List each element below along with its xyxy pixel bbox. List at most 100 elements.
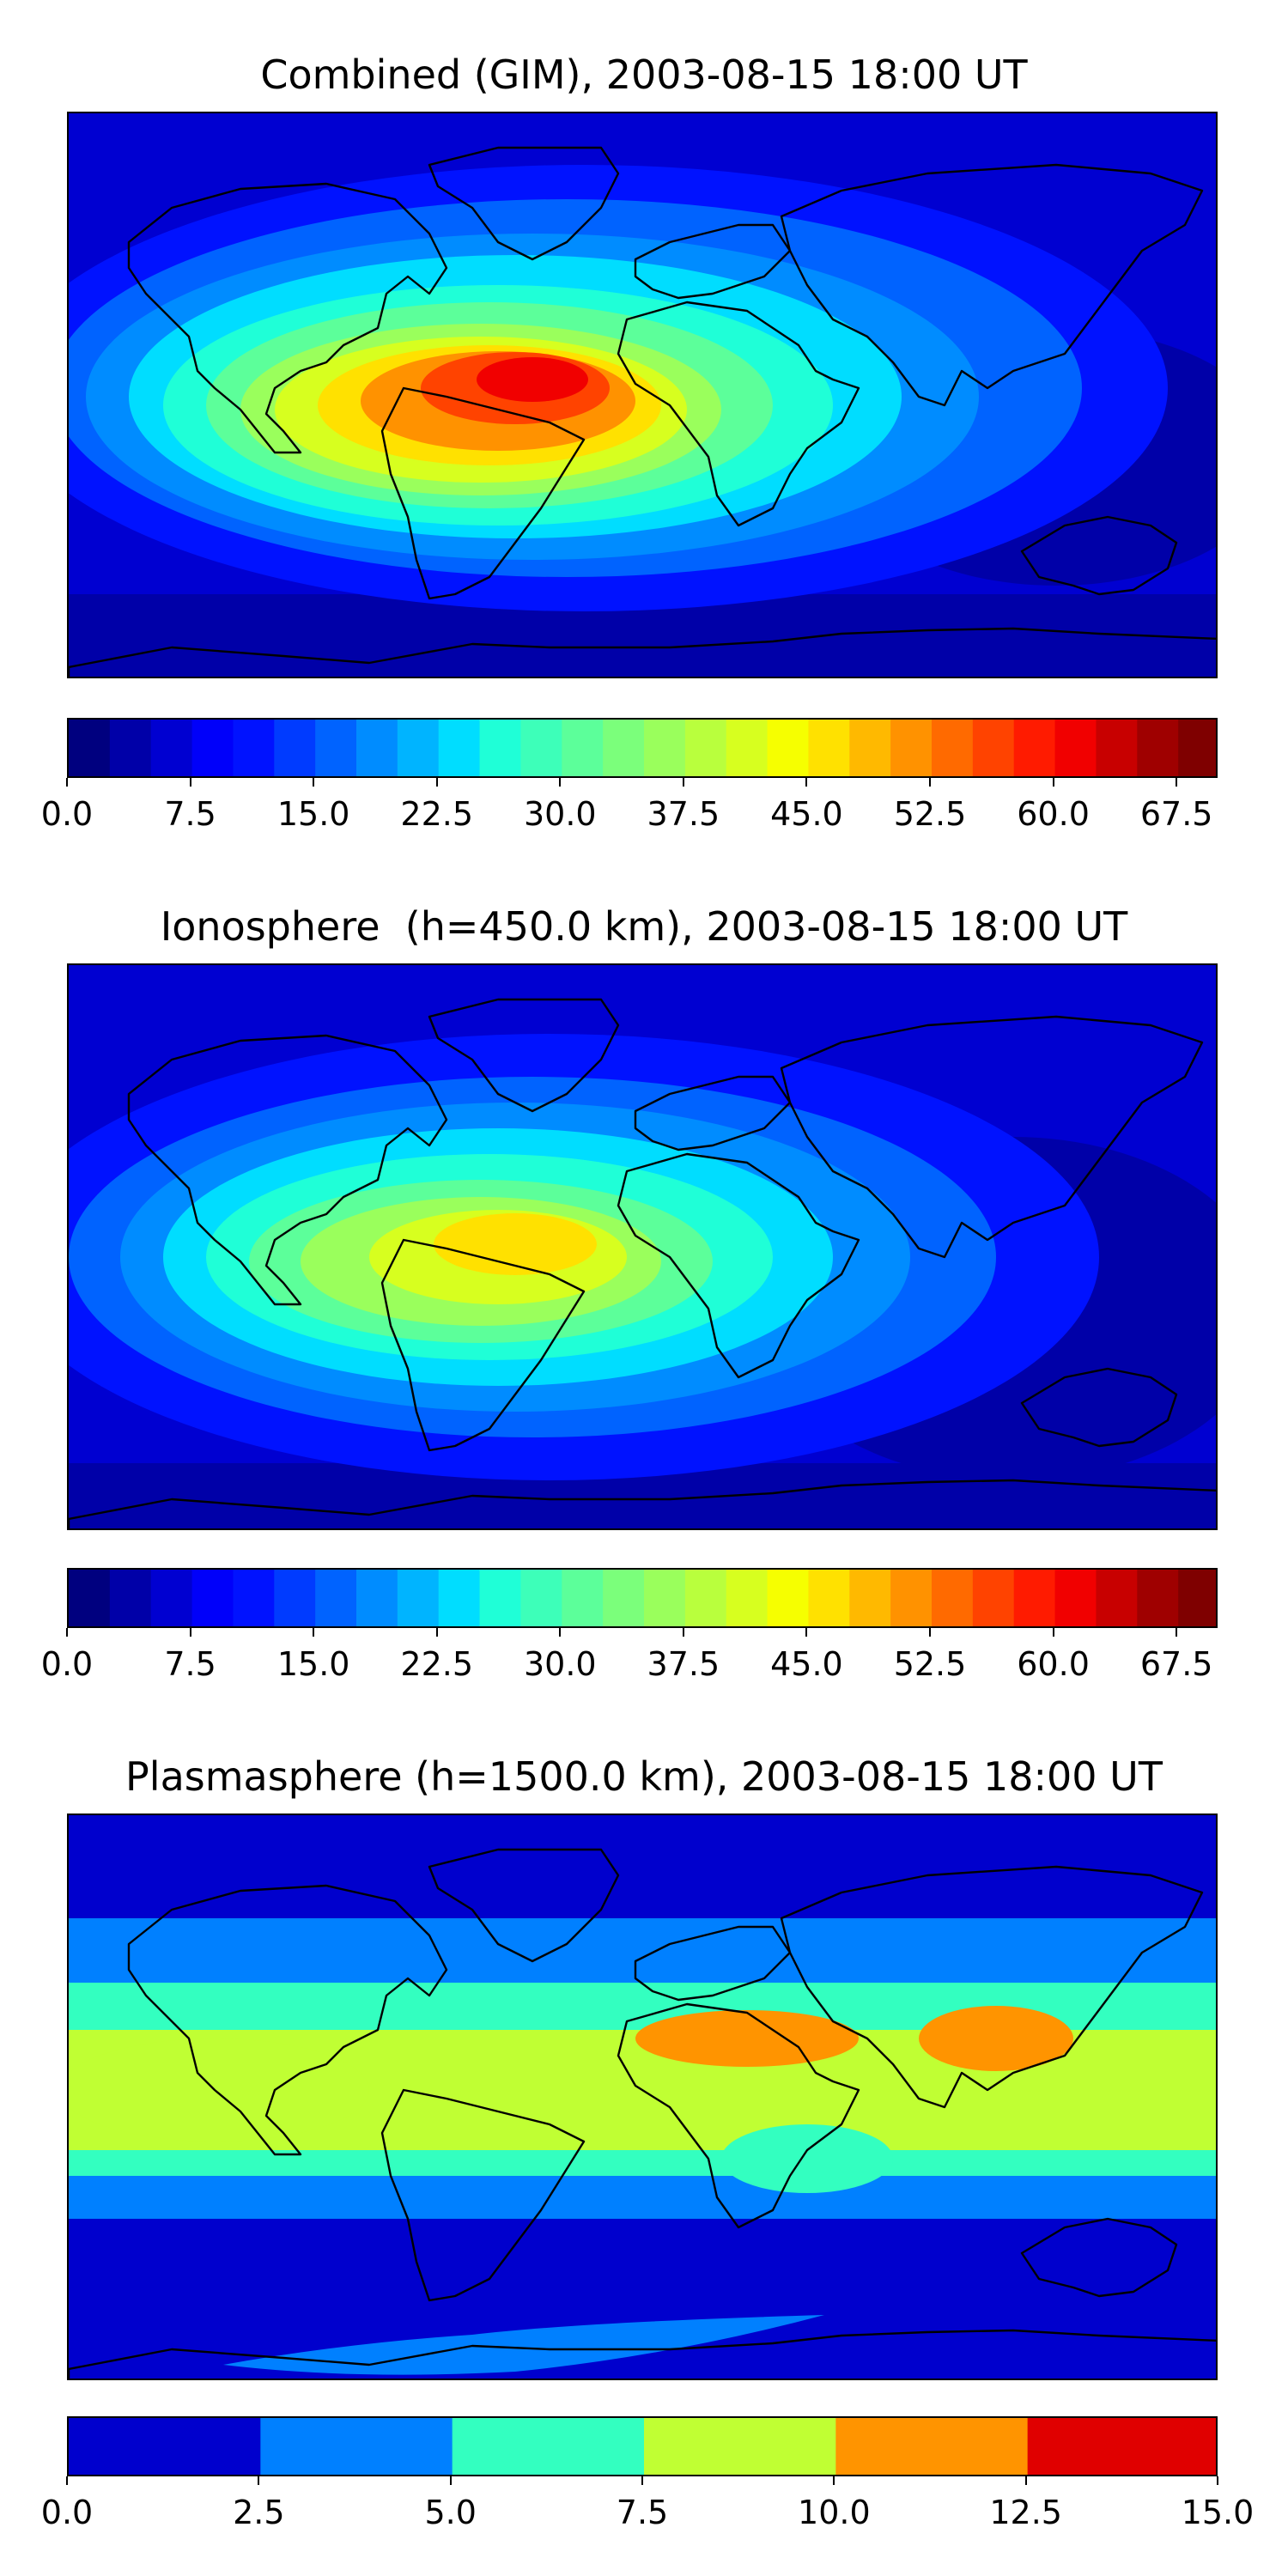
colorbar-segment (972, 720, 1015, 776)
colorbar-segment (260, 2418, 453, 2475)
coastline (617, 1152, 860, 1379)
colorbar-tick-label: 0.0 (40, 2494, 94, 2531)
colorbar-segment (1054, 720, 1097, 776)
colorbar-tick-mark (559, 778, 562, 787)
colorbar-segment (438, 1570, 481, 1626)
colorbar-segment (1027, 2418, 1216, 2475)
colorbar-segment (1137, 1570, 1179, 1626)
colorbar-segment (808, 1570, 850, 1626)
contour-fill (721, 2124, 893, 2193)
colorbar-segment (644, 1570, 686, 1626)
colorbar-tick-mark (1217, 2476, 1218, 2485)
colorbar-tick-mark (313, 1628, 315, 1637)
colorbar-segment (1013, 720, 1056, 776)
contour-fill (919, 2006, 1073, 2071)
colorbar-segment (849, 1570, 891, 1626)
colorbar-segment (726, 720, 769, 776)
contour-fill (69, 2038, 369, 2142)
colorbar-segment (1096, 1570, 1138, 1626)
map-svg (69, 113, 1216, 677)
panel-title: Ionosphere (h=450.0 km), 2003-08-15 18:0… (160, 903, 1128, 950)
colorbar-segment (562, 1570, 604, 1626)
colorbar-segment (315, 720, 357, 776)
colorbar-tick-mark (805, 778, 808, 787)
colorbar-tick-label: 15.0 (276, 795, 350, 833)
colorbar-segment (150, 1570, 193, 1626)
colorbar (67, 718, 1218, 778)
colorbar-tick-label: 37.5 (647, 795, 720, 833)
coastline (634, 1925, 792, 2002)
colorbar-segment (1178, 720, 1216, 776)
colorbar-segment (356, 720, 398, 776)
colorbar-tick-mark (449, 2476, 452, 2485)
contour-fill (223, 2315, 824, 2375)
colorbar-tick-mark (66, 1628, 68, 1637)
coastline (127, 182, 448, 454)
coastline (380, 386, 586, 600)
colorbar-tick-label: 45.0 (770, 795, 843, 833)
coastline (69, 1479, 1216, 1528)
colorbar-segment (849, 720, 891, 776)
panel-title: Combined (GIM), 2003-08-15 18:00 UT (260, 52, 1028, 98)
colorbar-segment (150, 720, 193, 776)
colorbar-segment (1178, 1570, 1216, 1626)
coastline (428, 1848, 620, 1963)
colorbar-segment (890, 1570, 933, 1626)
colorbar-tick-mark (682, 778, 684, 787)
colorbar-segment (767, 720, 810, 776)
colorbar-tick-label: 22.5 (400, 1645, 474, 1683)
coastline (634, 1075, 792, 1151)
colorbar-segment (1096, 720, 1138, 776)
colorbar-segment (438, 720, 481, 776)
colorbar-segment (890, 720, 933, 776)
colorbar-segment (191, 720, 234, 776)
colorbar-segment (233, 720, 275, 776)
map-svg (69, 965, 1216, 1528)
colorbar-tick-label: 60.0 (1017, 1645, 1090, 1683)
panel-title: Plasmasphere (h=1500.0 km), 2003-08-15 1… (125, 1753, 1163, 1800)
colorbar-tick-mark (805, 1628, 808, 1637)
colorbar-tick-mark (313, 778, 315, 787)
colorbar-segment (835, 2418, 1029, 2475)
colorbar-ticks: 0.0 7.5 15.0 22.5 30.0 37.5 45.0 52.5 60.0 67.5 (41, 1628, 1218, 1683)
contour-fill (477, 357, 588, 402)
coastline (380, 1238, 586, 1452)
coastline (1020, 515, 1178, 596)
map-svg (69, 1815, 1216, 2379)
colorbar-tick-mark (189, 778, 191, 787)
colorbar (67, 1568, 1218, 1628)
colorbar-tick-label: 52.5 (893, 795, 967, 833)
coastline (780, 1865, 1204, 2109)
colorbar-segment (1137, 720, 1179, 776)
colorbar-tick-label: 30.0 (523, 1645, 597, 1683)
colorbar-segment (479, 720, 522, 776)
map-plot (67, 112, 1218, 678)
colorbar-segment (315, 1570, 357, 1626)
colorbar-tick-mark (929, 1628, 931, 1637)
colorbar-tick-mark (559, 1628, 562, 1637)
colorbar-tick-mark (1176, 1628, 1178, 1637)
colorbar (67, 2416, 1218, 2476)
colorbar-tick-label: 2.5 (233, 2494, 285, 2531)
colorbar-tick-label: 15.0 (1181, 2494, 1255, 2531)
colorbar-tick-mark (1052, 1628, 1054, 1637)
colorbar-tick-label: 0.0 (40, 1645, 94, 1683)
colorbar-svg (69, 2418, 1216, 2475)
colorbar-segment (520, 720, 562, 776)
coastline (69, 2329, 1216, 2379)
colorbar-tick-label: 22.5 (400, 795, 474, 833)
colorbar-segment (109, 720, 152, 776)
colorbar-tick-label: 7.5 (164, 1645, 216, 1683)
colorbar-segment (274, 1570, 316, 1626)
colorbar-segment (603, 720, 645, 776)
colorbar-tick-label: 37.5 (647, 1645, 720, 1683)
colorbar-tick-mark (189, 1628, 191, 1637)
colorbar-tick-mark (66, 778, 68, 787)
coastline (127, 1034, 448, 1306)
colorbar-tick-label: 15.0 (276, 1645, 350, 1683)
colorbar-segment (932, 720, 974, 776)
coastline (380, 2088, 586, 2302)
colorbar-tick-mark (929, 778, 931, 787)
colorbar-segment (562, 720, 604, 776)
colorbar-segment (726, 1570, 769, 1626)
